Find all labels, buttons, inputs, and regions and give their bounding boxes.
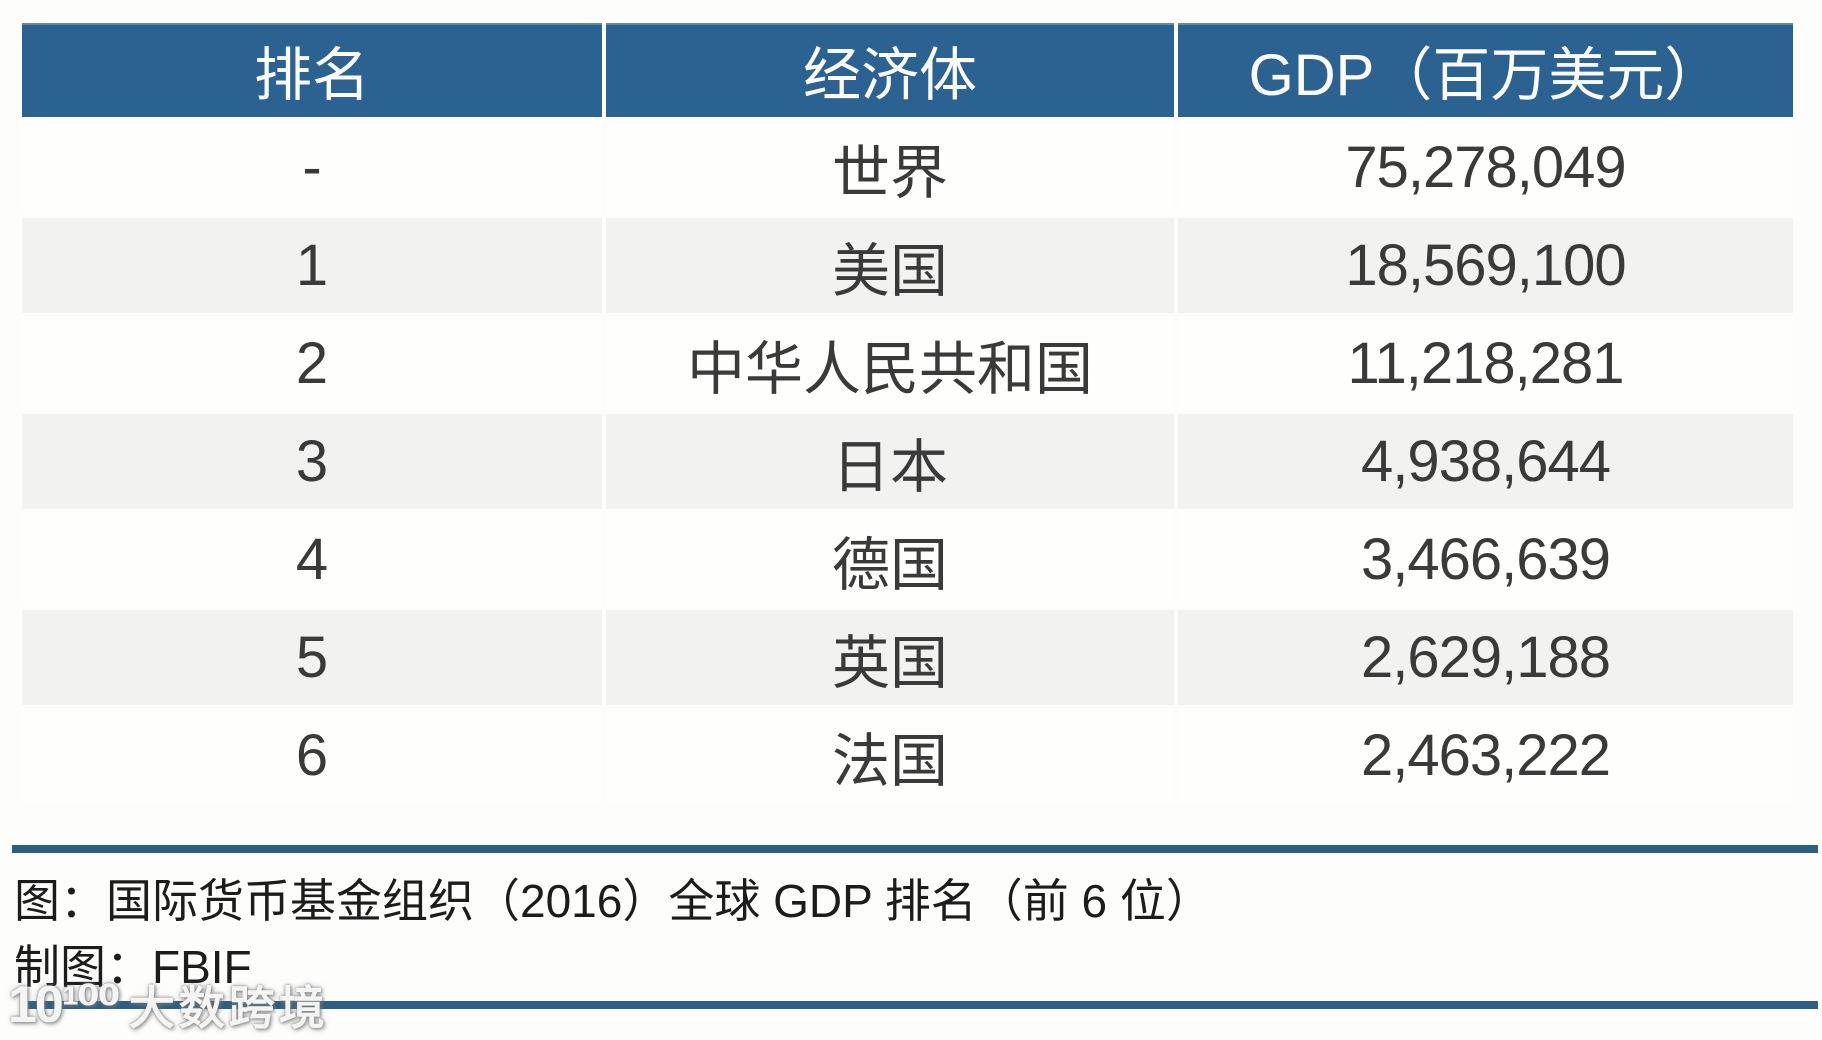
economy-column-header: 经济体	[606, 23, 1174, 117]
table-row-world: - 世界 75,278,049	[22, 120, 1793, 215]
table-header-row: 排名 经济体 GDP（百万美元）	[22, 23, 1793, 117]
rank-column-header: 排名	[22, 23, 602, 117]
watermark-text: 大数跨境	[128, 982, 329, 1034]
gdp-cell: 4,938,644	[1178, 414, 1793, 509]
gdp-cell: 2,463,222	[1178, 708, 1793, 803]
table-row-japan: 3 日本 4,938,644	[22, 414, 1793, 509]
rank-cell: 4	[22, 512, 602, 607]
gdp-table: 排名 经济体 GDP（百万美元） - 世界 75,278,049 1 美国 18…	[18, 20, 1797, 806]
economy-cell: 日本	[606, 414, 1174, 509]
economy-cell: 美国	[606, 218, 1174, 313]
gdp-cell: 11,218,281	[1178, 316, 1793, 411]
table-row-uk: 5 英国 2,629,188	[22, 610, 1793, 705]
gdp-cell: 18,569,100	[1178, 218, 1793, 313]
watermark: 10¹⁰⁰ 大数跨境	[8, 972, 329, 1038]
rank-cell: 6	[22, 708, 602, 803]
gdp-cell: 75,278,049	[1178, 120, 1793, 215]
gdp-cell: 3,466,639	[1178, 512, 1793, 607]
rank-cell: 5	[22, 610, 602, 705]
rank-cell: 2	[22, 316, 602, 411]
economy-cell: 法国	[606, 708, 1174, 803]
rank-cell: 1	[22, 218, 602, 313]
rank-cell: 3	[22, 414, 602, 509]
figure-caption: 图：国际货币基金组织（2016）全球 GDP 排名（前 6 位）	[14, 875, 1212, 927]
table-row-germany: 4 德国 3,466,639	[22, 512, 1793, 607]
gdp-column-header: GDP（百万美元）	[1178, 23, 1793, 117]
table-row-usa: 1 美国 18,569,100	[22, 218, 1793, 313]
credit-line: 制图：FBIF	[14, 941, 252, 993]
economy-cell: 英国	[606, 610, 1174, 705]
table-row-france: 6 法国 2,463,222	[22, 708, 1793, 803]
bottom-rule	[28, 1001, 1818, 1009]
caption-separator-rule	[12, 845, 1818, 853]
rank-cell: -	[22, 120, 602, 215]
economy-cell: 世界	[606, 120, 1174, 215]
economy-cell: 中华人民共和国	[606, 316, 1174, 411]
economy-cell: 德国	[606, 512, 1174, 607]
table-row-china: 2 中华人民共和国 11,218,281	[22, 316, 1793, 411]
gdp-cell: 2,629,188	[1178, 610, 1793, 705]
watermark-logo-icon: 10¹⁰⁰	[8, 976, 121, 1034]
